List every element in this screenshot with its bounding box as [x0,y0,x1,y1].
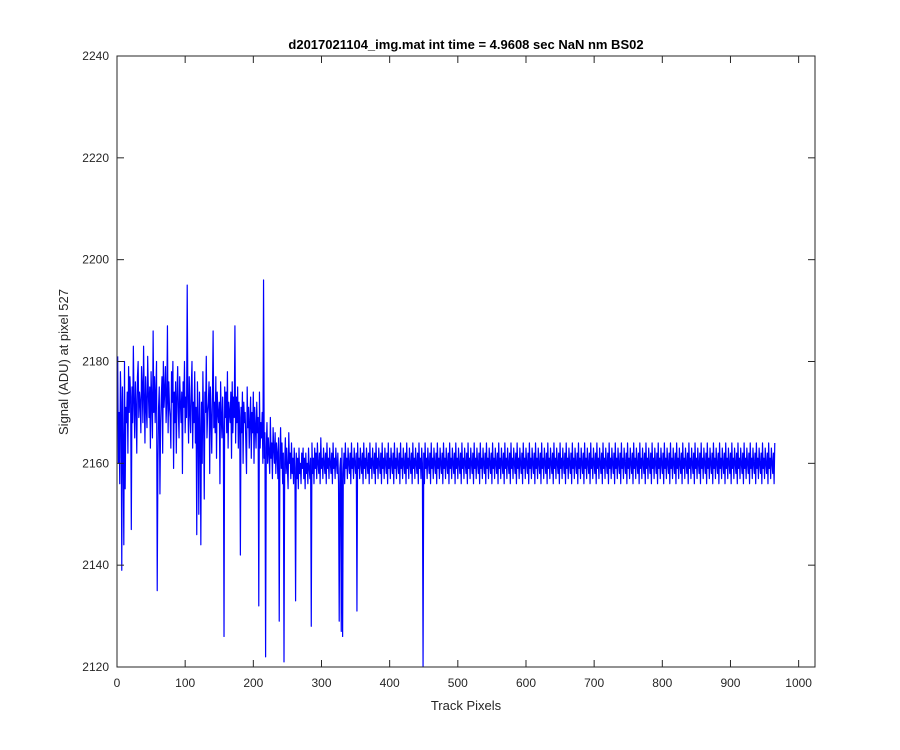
x-tick-label: 500 [448,676,468,690]
x-tick-label: 1000 [785,676,812,690]
x-tick-label: 700 [584,676,604,690]
x-tick-label: 300 [311,676,331,690]
chart-title: d2017021104_img.mat int time = 4.9608 se… [288,37,643,52]
x-tick-label: 0 [114,676,121,690]
y-tick-label: 2240 [82,49,109,63]
plot-area-frame [116,55,816,668]
series-layer [117,279,776,667]
x-tick-label: 200 [243,676,263,690]
x-tick-label: 100 [175,676,195,690]
x-tick-label: 400 [380,676,400,690]
x-tick-label: 600 [516,676,536,690]
series-line-0 [117,279,776,667]
y-tick-label: 2120 [82,660,109,674]
y-axis-label: Signal (ADU) at pixel 527 [56,289,71,435]
x-tick-label: 800 [652,676,672,690]
y-tick-label: 2220 [82,151,109,165]
y-tick-label: 2180 [82,355,109,369]
y-tick-label: 2140 [82,558,109,572]
y-tick-label: 2200 [82,253,109,267]
x-axis-label: Track Pixels [431,698,502,713]
y-tick-label: 2160 [82,456,109,470]
ticks-layer: 0 100 200 300 400 500 600 700 800 900 1000 2120 2140… [82,49,815,690]
x-tick-label: 900 [720,676,740,690]
